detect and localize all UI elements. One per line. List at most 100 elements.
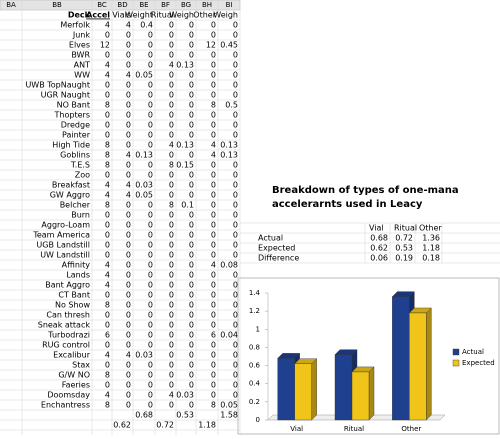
number-cell: 0 <box>105 121 110 130</box>
number-cell: 0 <box>169 71 174 80</box>
number-cell: 0 <box>148 371 153 380</box>
deck-cell: Painter <box>62 131 91 140</box>
number-cell: 8 <box>105 201 110 210</box>
column-letter: BE <box>139 1 148 9</box>
x-tick-label: Other <box>401 425 421 433</box>
number-cell: 0.05 <box>135 71 153 80</box>
number-cell: 0 <box>233 111 238 120</box>
bar <box>277 358 295 421</box>
number-cell: 0 <box>233 391 238 400</box>
number-cell: 0 <box>189 341 194 350</box>
number-cell: 0 <box>169 281 174 290</box>
summary-label: Actual <box>258 234 283 243</box>
header-cell: Deck <box>68 11 91 20</box>
number-cell: 0 <box>169 341 174 350</box>
number-cell: 12 <box>206 41 216 50</box>
number-cell: 0 <box>169 121 174 130</box>
number-cell: 0 <box>148 31 153 40</box>
number-cell: 0 <box>169 111 174 120</box>
deck-cell: Team America <box>32 231 90 240</box>
deck-cell: T.E.S <box>70 161 90 170</box>
number-cell: 0 <box>233 201 238 210</box>
number-cell: 0 <box>169 351 174 360</box>
number-cell: 4 <box>105 21 110 30</box>
number-cell: 4 <box>126 151 131 160</box>
number-cell: 4 <box>105 191 110 200</box>
number-cell: 0 <box>189 31 194 40</box>
number-cell: 0 <box>189 331 194 340</box>
summary-value: 0.72 <box>395 234 413 243</box>
number-cell: 0 <box>233 341 238 350</box>
number-cell: 0 <box>189 301 194 310</box>
number-cell: 0 <box>211 231 216 240</box>
deck-cell: Junk <box>72 31 91 40</box>
deck-cell: ANT <box>74 61 90 70</box>
number-cell: 0 <box>148 321 153 330</box>
y-tick-label: 0.8 <box>249 343 260 351</box>
deck-cell: Elves <box>69 41 90 50</box>
number-cell: 0 <box>211 271 216 280</box>
number-cell: 0 <box>105 171 110 180</box>
number-cell: 0.13 <box>135 151 153 160</box>
legend-label: Expected <box>462 359 495 367</box>
number-cell: 0 <box>126 131 131 140</box>
number-cell: 0 <box>189 151 194 160</box>
deck-cell: UW Landstill <box>40 251 90 260</box>
number-cell: 4 <box>105 391 110 400</box>
number-cell: 0 <box>126 121 131 130</box>
number-cell: 0 <box>169 311 174 320</box>
number-cell: 0 <box>105 381 110 390</box>
number-cell: 0 <box>169 101 174 110</box>
number-cell: 0 <box>169 41 174 50</box>
number-cell: 0 <box>189 71 194 80</box>
summary-value: 0.19 <box>395 254 413 263</box>
deck-cell: Dredge <box>61 121 90 130</box>
number-cell: 0 <box>233 81 238 90</box>
number-cell: 0.05 <box>135 191 153 200</box>
number-cell: 0 <box>126 281 131 290</box>
number-cell: 0 <box>211 181 216 190</box>
number-cell: 0 <box>169 371 174 380</box>
number-cell: 0 <box>189 171 194 180</box>
y-tick-label: 1.4 <box>249 289 261 297</box>
deck-cell: Breakfast <box>52 181 90 190</box>
number-cell: 0 <box>169 51 174 60</box>
number-cell: 8 <box>105 151 110 160</box>
deck-cell: Belcher <box>60 201 91 210</box>
number-cell: 0 <box>105 361 110 370</box>
bar-side <box>311 358 317 421</box>
number-cell: 0 <box>169 91 174 100</box>
summary-header: Vial <box>369 224 384 233</box>
number-cell: 4 <box>169 391 174 400</box>
number-cell: 0 <box>169 291 174 300</box>
number-cell: 4 <box>105 61 110 70</box>
number-cell: 0 <box>126 221 131 230</box>
deck-cell: Merfolk <box>60 21 90 30</box>
number-cell: 0.4 <box>140 21 153 30</box>
number-cell: 0 <box>189 131 194 140</box>
legend-label: Actual <box>462 348 484 356</box>
total-cell: 0.62 <box>113 421 131 430</box>
number-cell: 0 <box>105 321 110 330</box>
number-cell: 0 <box>211 131 216 140</box>
y-tick-label: 0.2 <box>249 398 260 406</box>
number-cell: 0 <box>189 101 194 110</box>
deck-cell: Lands <box>66 271 90 280</box>
number-cell: 0 <box>105 311 110 320</box>
number-cell: 0 <box>169 191 174 200</box>
number-cell: 0 <box>148 281 153 290</box>
header-cell: Weigh <box>169 11 194 20</box>
number-cell: 0 <box>169 321 174 330</box>
number-cell: 0 <box>126 231 131 240</box>
number-cell: 0 <box>211 61 216 70</box>
deck-cell: RUG control <box>42 341 90 350</box>
deck-cell: Thopters <box>54 111 90 120</box>
number-cell: 0 <box>105 81 110 90</box>
number-cell: 0 <box>211 111 216 120</box>
number-cell: 0 <box>169 131 174 140</box>
number-cell: 0 <box>211 51 216 60</box>
number-cell: 0 <box>211 201 216 210</box>
number-cell: 0 <box>189 381 194 390</box>
